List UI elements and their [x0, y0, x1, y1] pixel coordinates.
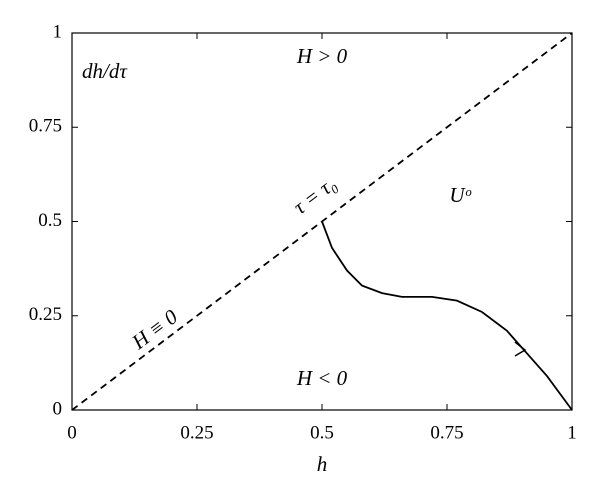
x-tick-label: 0 — [67, 422, 77, 443]
annotation: H < 0 — [296, 366, 348, 390]
y-tick-label: 0.5 — [38, 210, 62, 231]
x-tick-label: 0.5 — [310, 422, 334, 443]
x-tick-label: 0.25 — [180, 422, 213, 443]
y-tick-label: 1 — [53, 21, 63, 42]
x-tick-label: 1 — [567, 422, 577, 443]
annotation: dh/dτ — [82, 59, 128, 83]
x-tick-label: 0.75 — [430, 422, 463, 443]
annotation: Uᵒ — [449, 183, 471, 207]
series-line — [321, 221, 573, 411]
y-tick-label: 0.75 — [29, 116, 62, 137]
x-axis-label: h — [317, 452, 328, 476]
annotation: H > 0 — [296, 44, 348, 68]
annotation: H ≡ 0 — [127, 304, 183, 354]
y-tick-label: 0 — [53, 398, 63, 419]
y-tick-label: 0.25 — [29, 304, 62, 325]
annotation: τ = τ₀ — [289, 172, 341, 219]
